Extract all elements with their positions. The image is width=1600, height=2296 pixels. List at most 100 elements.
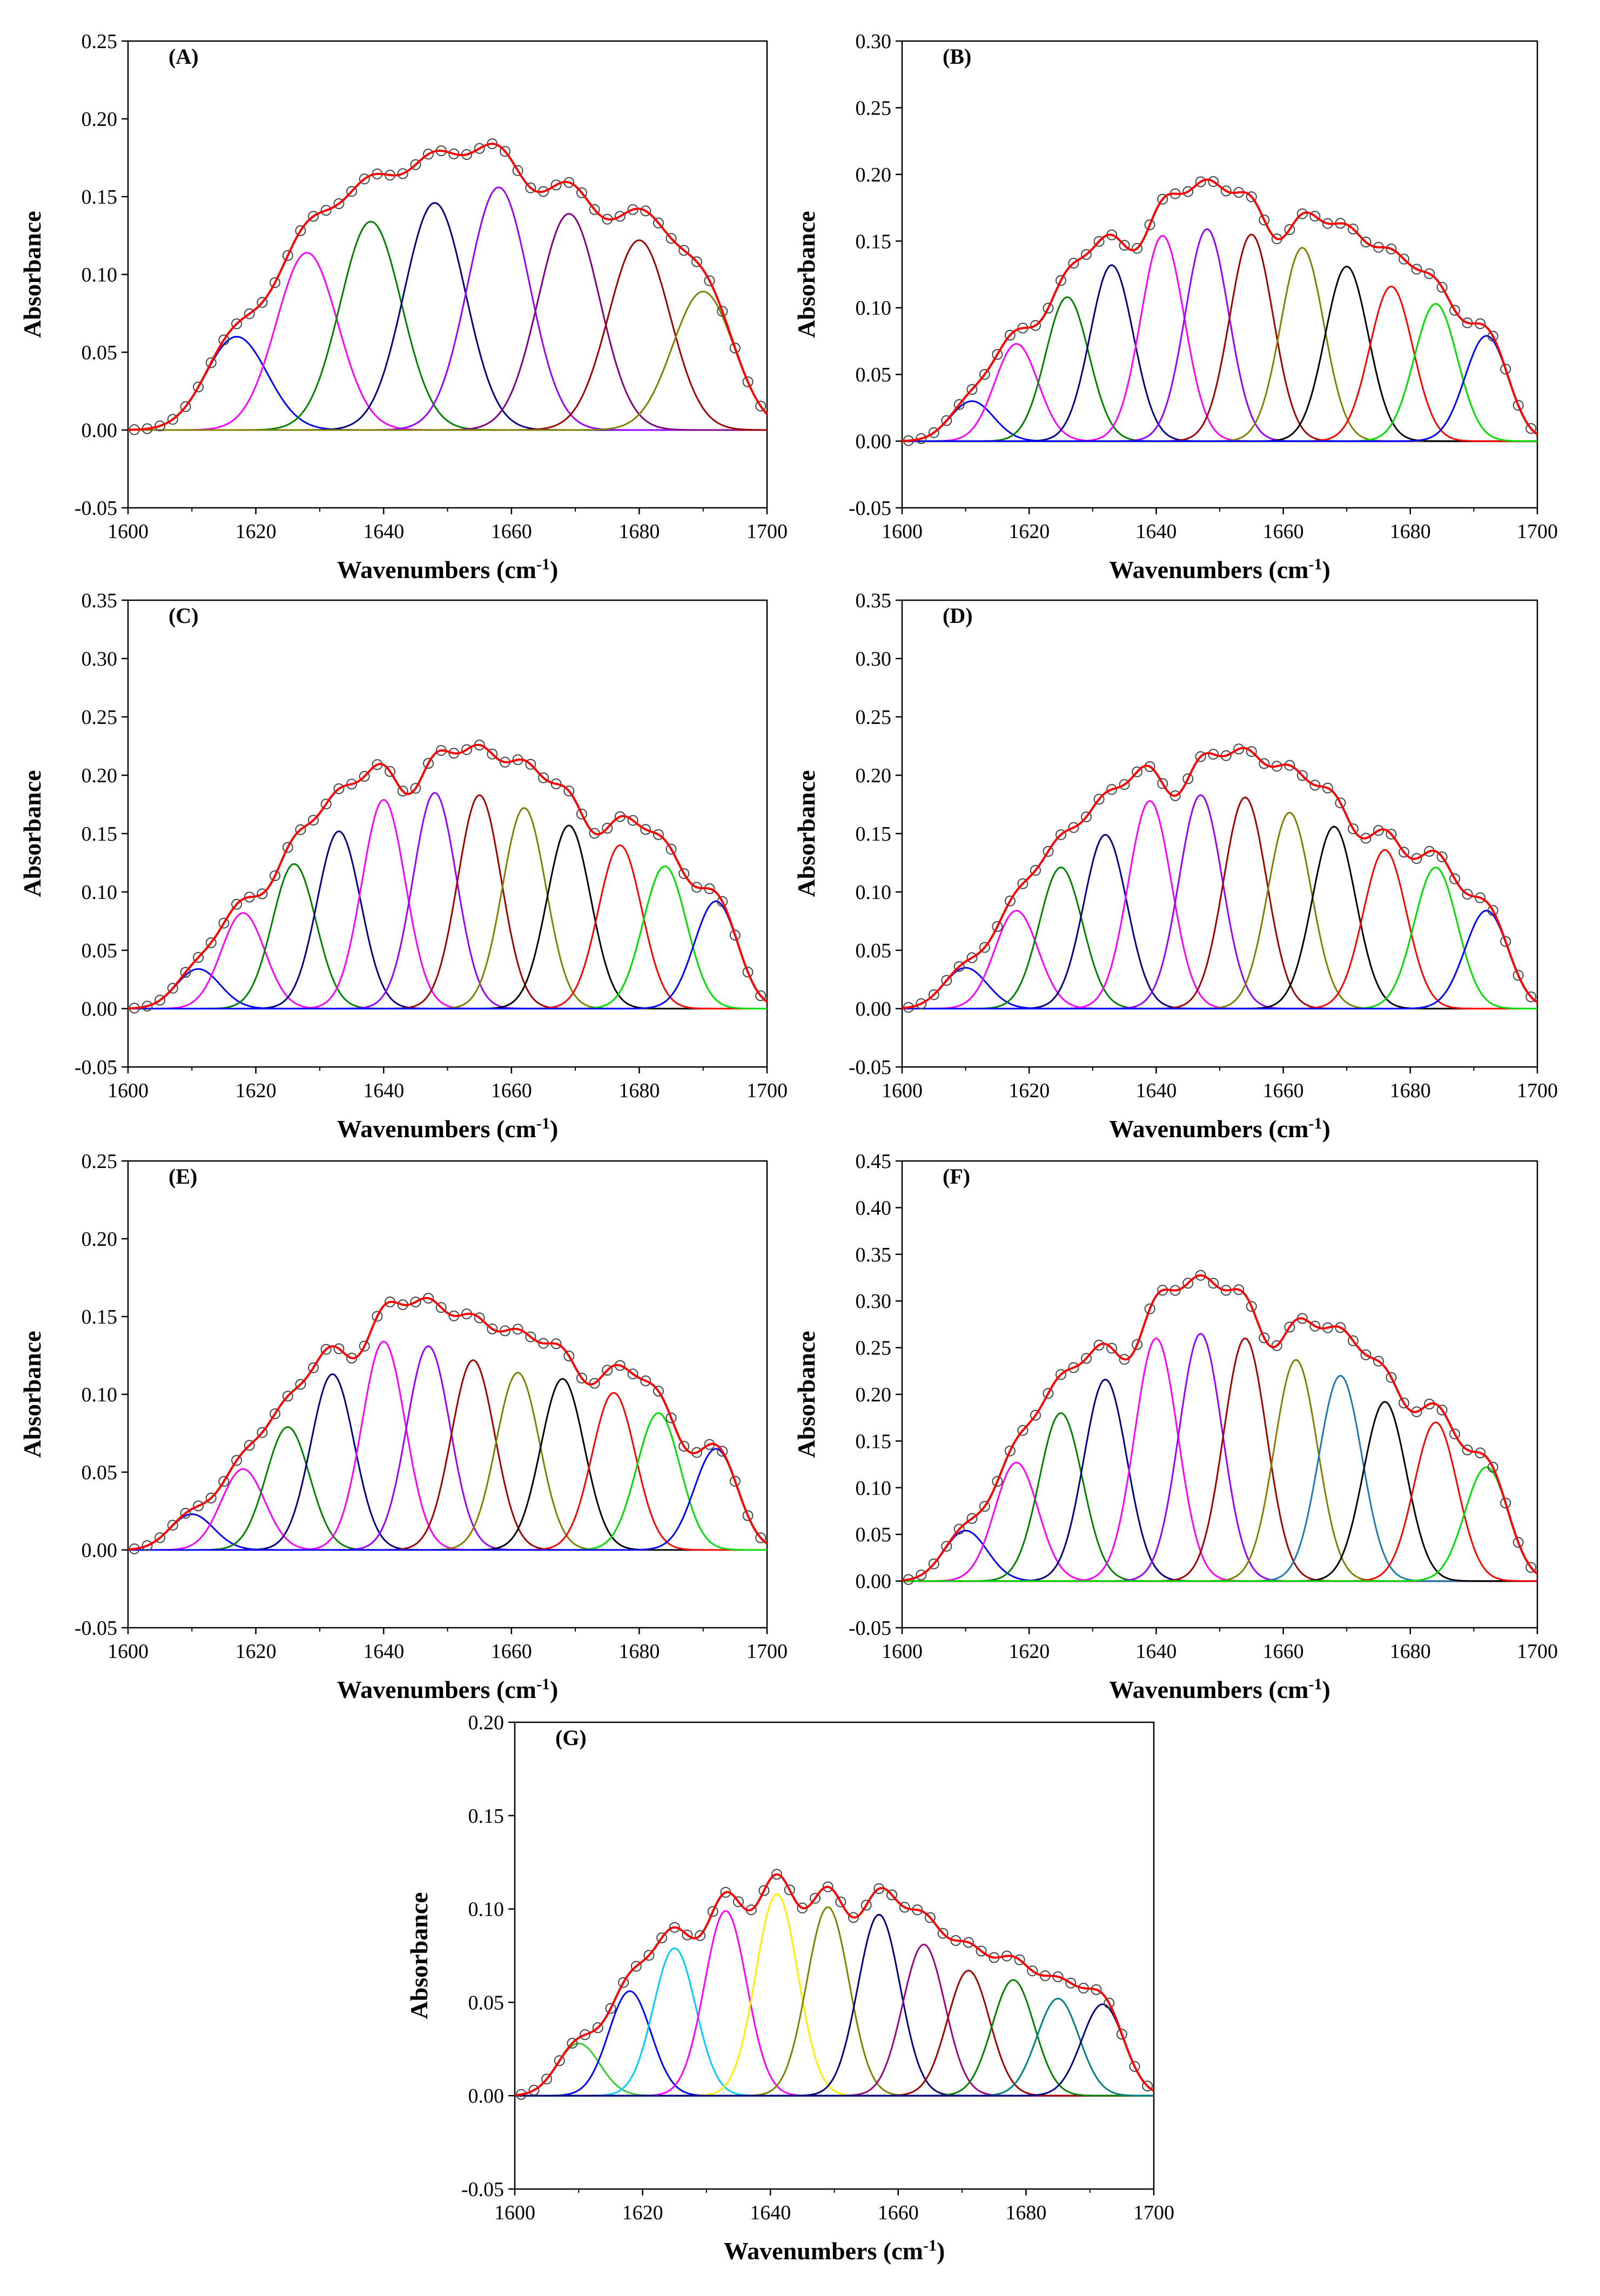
data-point: [218, 917, 230, 929]
data-point: [282, 250, 293, 261]
data-point: [1284, 1321, 1295, 1333]
data-point: [1106, 784, 1118, 795]
component-band-7: [128, 1359, 767, 1551]
y-tick-label: -0.05: [75, 1617, 117, 1640]
data-point: [605, 2003, 616, 2014]
data-point: [640, 205, 651, 217]
data-point: [653, 829, 664, 840]
data-point: [1132, 766, 1143, 777]
y-axis-title: Absorbance: [18, 211, 46, 338]
data-point: [1157, 193, 1168, 205]
data-point: [282, 1391, 293, 1402]
data-point: [474, 143, 485, 154]
y-tick-label: 0.00: [82, 419, 118, 442]
data-point: [592, 2022, 603, 2033]
y-tick-label: 0.30: [856, 30, 892, 53]
data-point: [1093, 1339, 1105, 1351]
y-tick-label: 0.20: [856, 1384, 892, 1406]
data-point: [1195, 751, 1206, 762]
x-tick-label: 1640: [1135, 1079, 1177, 1102]
data-point: [1157, 778, 1168, 789]
data-point: [205, 937, 217, 948]
data-point: [1512, 400, 1524, 411]
y-tick-label: 0.00: [856, 431, 892, 453]
data-point: [554, 2055, 565, 2066]
component-band-6: [128, 1345, 767, 1551]
x-axis-title: Wavenumbers (cm-1): [1109, 1115, 1330, 1143]
fitted-sum-curve: [128, 143, 767, 431]
y-axis-title: Absorbance: [18, 770, 46, 897]
y-tick-label: 0.25: [856, 706, 892, 729]
y-tick-label: -0.05: [75, 497, 117, 520]
data-point: [1119, 1354, 1130, 1365]
data-point: [1360, 237, 1372, 247]
data-point: [928, 427, 939, 438]
y-tick-label: 0.15: [856, 1430, 892, 1453]
data-point: [333, 198, 345, 209]
plot-frame: [127, 40, 768, 509]
y-tick-label: 0.15: [856, 823, 892, 845]
x-tick-label: 1620: [236, 1079, 277, 1102]
data-point: [410, 1297, 421, 1307]
y-tick-label: -0.05: [849, 497, 891, 520]
component-band-6: [515, 1906, 1154, 2097]
component-band-3: [902, 1412, 1537, 1582]
data-point: [614, 211, 626, 222]
data-point: [755, 1532, 767, 1543]
data-point: [742, 1510, 754, 1521]
data-point: [576, 1372, 587, 1384]
data-point: [653, 1386, 664, 1397]
data-point: [1424, 268, 1435, 279]
x-tick-label: 1660: [1263, 1079, 1304, 1102]
data-point: [1106, 1342, 1118, 1354]
data-point: [308, 815, 319, 826]
data-point: [755, 990, 767, 1002]
data-point: [1182, 773, 1194, 784]
data-point: [487, 748, 498, 760]
component-band-9: [902, 825, 1537, 1010]
data-point: [1500, 1498, 1511, 1509]
y-tick-label: 0.20: [856, 164, 892, 186]
data-point: [848, 1912, 859, 1923]
data-point: [653, 217, 664, 229]
data-point: [1208, 1278, 1219, 1289]
data-point: [1208, 176, 1219, 187]
data-point: [665, 843, 677, 855]
y-tick-label: 0.20: [856, 764, 892, 787]
data-point: [1195, 176, 1206, 187]
data-point: [1348, 223, 1359, 234]
data-point: [1296, 770, 1308, 781]
data-point: [771, 1869, 782, 1880]
panel-label: (B): [943, 44, 971, 69]
x-tick-label: 1600: [882, 1640, 923, 1663]
data-point: [1296, 208, 1308, 219]
data-point: [1116, 2029, 1127, 2040]
data-point: [1043, 1388, 1054, 1399]
data-point: [1436, 281, 1448, 293]
component-band-5: [128, 1340, 767, 1551]
data-point: [257, 1427, 268, 1438]
data-point: [1144, 1303, 1155, 1314]
panel-label: (A): [169, 44, 199, 69]
data-point: [1017, 1425, 1028, 1436]
fitted-sum-curve: [902, 178, 1537, 442]
data-point: [193, 381, 204, 393]
plot-frame: [901, 1160, 1538, 1629]
data-point: [193, 952, 204, 963]
original-spectrum-line: [515, 1874, 1154, 2096]
data-point: [1182, 1278, 1194, 1289]
data-point: [1399, 253, 1409, 265]
x-tick-label: 1660: [491, 1079, 532, 1102]
data-point: [359, 1340, 370, 1352]
data-point: [295, 824, 306, 835]
data-point: [180, 401, 191, 412]
data-point: [640, 1375, 651, 1386]
chart-panel-e: 1600 1620 1640 1660 1680 1700 -0.05 0.00 0.05 0.1…: [18, 1150, 788, 1703]
data-point: [1056, 829, 1066, 841]
curves: [128, 1293, 767, 1554]
data-point: [541, 2073, 553, 2085]
original-spectrum-line: [128, 744, 767, 1009]
data-point: [1487, 331, 1498, 342]
data-point: [992, 1476, 1003, 1487]
